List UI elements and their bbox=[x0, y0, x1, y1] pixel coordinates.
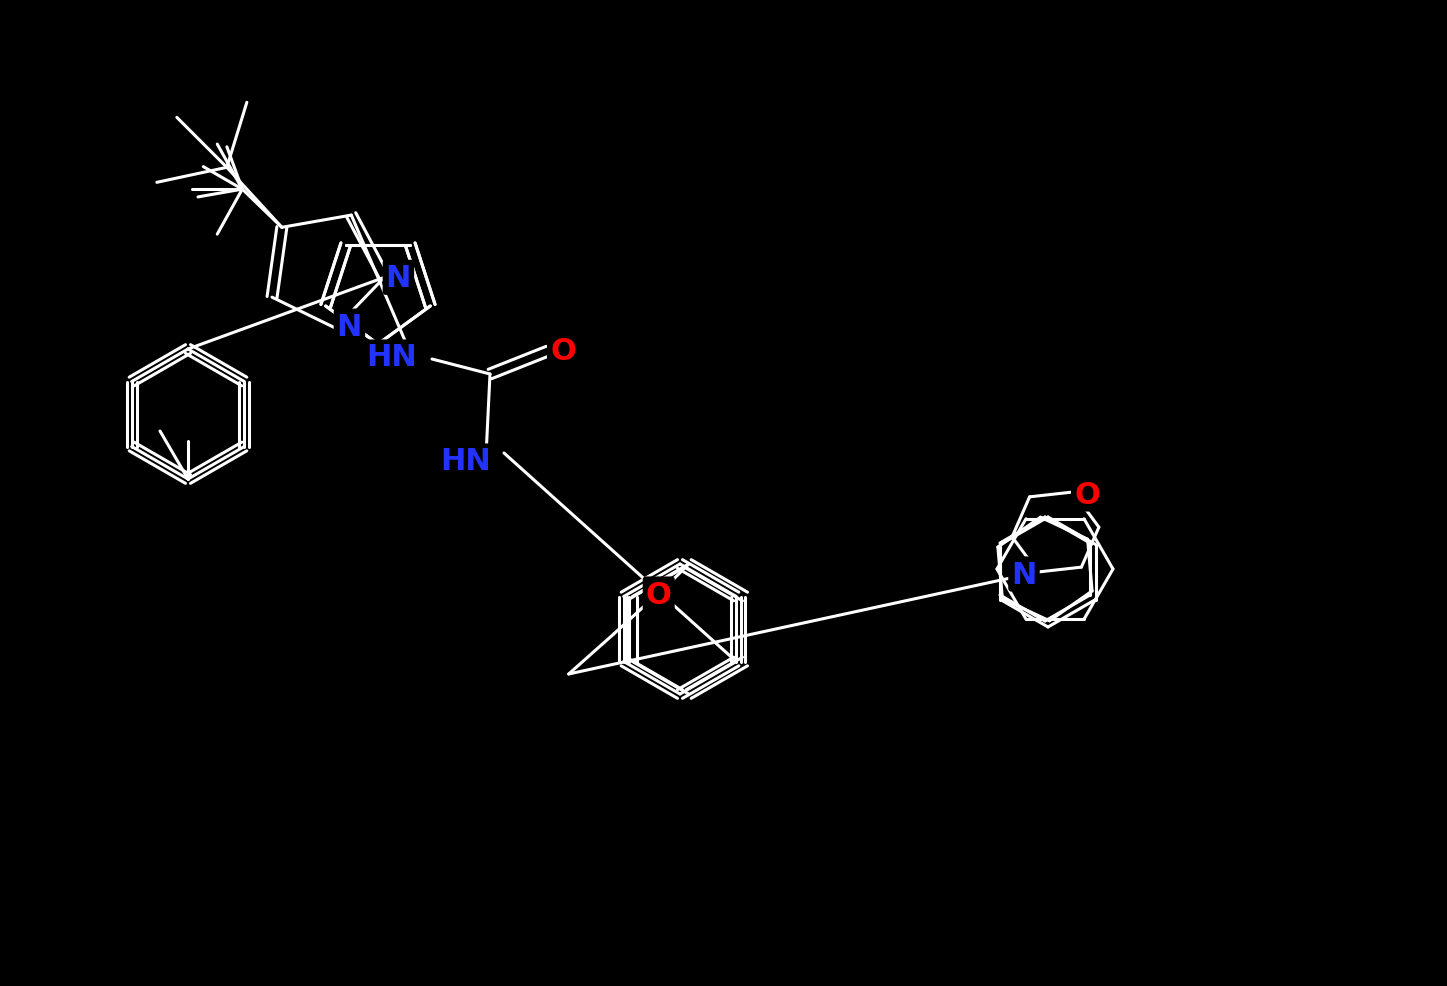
Text: HN: HN bbox=[366, 343, 417, 372]
Text: HN: HN bbox=[441, 447, 492, 476]
Text: O: O bbox=[550, 337, 576, 366]
Text: O: O bbox=[645, 580, 671, 609]
Text: N: N bbox=[386, 263, 411, 293]
Text: N: N bbox=[337, 313, 362, 341]
Text: O: O bbox=[1074, 480, 1100, 509]
Text: N: N bbox=[1011, 560, 1036, 589]
